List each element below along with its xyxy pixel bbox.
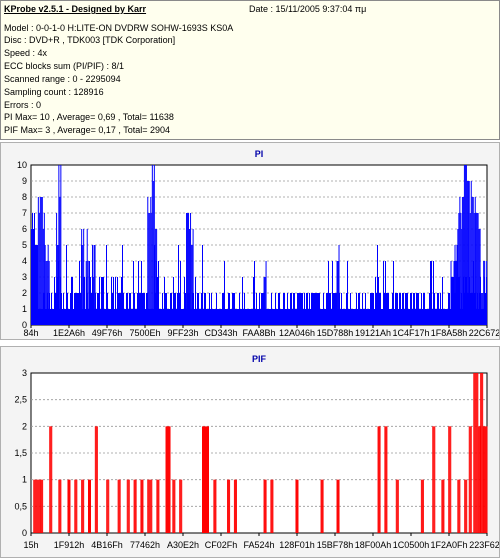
y-tick-label: 6	[22, 224, 27, 234]
x-tick-label: 7500Eh	[129, 328, 160, 338]
pi-chart-panel: PI 0 1 2 3 4 5 6 7 8 9 10 84h 1E2A6h 49F76h 7500Eh 9FF23…	[0, 142, 500, 340]
chart-title: PI	[255, 149, 264, 159]
x-tick-label: 12A046h	[279, 328, 315, 338]
y-tick-label: 2	[22, 288, 27, 298]
y-tick-label: 1	[22, 475, 27, 485]
x-tick-label: 9FF23h	[167, 328, 198, 338]
x-tick-label: 49F76h	[92, 328, 123, 338]
info-pi-stats: PI Max= 10 , Average= 0,69 , Total= 1163…	[4, 112, 174, 122]
x-tick-label: 84h	[23, 328, 38, 338]
y-tick-label: 8	[22, 192, 27, 202]
y-tick-label: 4	[22, 256, 27, 266]
pif-chart-panel: PIF 0 0,5 1 1,5 2 2,5 3 15h 1F912h 4B16Fh 77462h A30…	[0, 346, 500, 558]
y-tick-label: 3	[22, 368, 27, 378]
scan-date: Date : 15/11/2005 9:37:04 πμ	[249, 4, 367, 14]
y-tick-label: 5	[22, 240, 27, 250]
x-tick-label: 15D788h	[317, 328, 354, 338]
x-tick-label: CD343h	[204, 328, 237, 338]
bars-group	[31, 165, 488, 325]
x-tick-label: 1F912h	[54, 540, 85, 550]
pif-chart: PIF 0 0,5 1 1,5 2 2,5 3 15h 1F912h 4B16Fh 77462h A30…	[14, 354, 499, 550]
x-tick-label: 77462h	[130, 540, 160, 550]
y-tick-label: 2	[22, 421, 27, 431]
chart-title: PIF	[252, 354, 267, 364]
x-tick-label: A30E2h	[167, 540, 199, 550]
y-tick-label: 0	[22, 320, 27, 330]
x-tick-label: 15BF78h	[317, 540, 354, 550]
x-tick-label: 223F62h	[469, 540, 499, 550]
info-sampling-count: Sampling count : 128916	[4, 87, 104, 97]
y-tick-label: 3	[22, 272, 27, 282]
x-tick-label: 22C672h	[469, 328, 499, 338]
info-ecc-blocks: ECC blocks sum (PI/PIF) : 8/1	[4, 61, 125, 71]
y-tick-label: 7	[22, 208, 27, 218]
y-tick-label: 0,5	[14, 501, 27, 511]
info-scanned-range: Scanned range : 0 - 2295094	[4, 74, 121, 84]
x-tick-label: 1E2A6h	[53, 328, 85, 338]
x-tick-label: 18F00Ah	[355, 540, 392, 550]
info-panel: KProbe v2.5.1 - Designed by Karr Date : …	[0, 0, 500, 140]
x-tick-label: CF02Fh	[205, 540, 238, 550]
info-speed: Speed : 4x	[4, 48, 48, 58]
x-tick-label: 19121Ah	[355, 328, 391, 338]
x-tick-label: 1C4F17h	[392, 328, 429, 338]
y-tick-label: 10	[17, 160, 27, 170]
x-tick-label: FA524h	[243, 540, 274, 550]
info-pif-stats: PIF Max= 3 , Average= 0,17 , Total= 2904	[4, 125, 171, 135]
y-tick-label: 9	[22, 176, 27, 186]
x-tick-label: 15h	[23, 540, 38, 550]
y-tick-label: 0	[22, 528, 27, 538]
y-tick-label: 1	[22, 304, 27, 314]
y-tick-label: 2,5	[14, 395, 27, 405]
bars-group	[33, 373, 488, 533]
x-tick-label: 1C0500h	[393, 540, 430, 550]
x-tick-label: 128F01h	[279, 540, 315, 550]
y-tick-label: 1,5	[14, 448, 27, 458]
info-errors: Errors : 0	[4, 100, 42, 110]
pi-chart: PI 0 1 2 3 4 5 6 7 8 9 10 84h 1E2A6h 49F76h 7500Eh 9FF23…	[17, 149, 499, 338]
x-tick-label: 1F8A58h	[431, 328, 468, 338]
info-disc: Disc : DVD+R , TDK003 [TDK Corporation]	[4, 35, 176, 45]
x-tick-label: 4B16Fh	[91, 540, 123, 550]
x-tick-label: FAA8Bh	[242, 328, 275, 338]
x-tick-label: 1F2A0Fh	[430, 540, 467, 550]
info-model: Model : 0-0-1-0 H:LITE-ON DVDRW SOHW-169…	[4, 23, 234, 33]
app-title: KProbe v2.5.1 - Designed by Karr	[4, 4, 147, 14]
